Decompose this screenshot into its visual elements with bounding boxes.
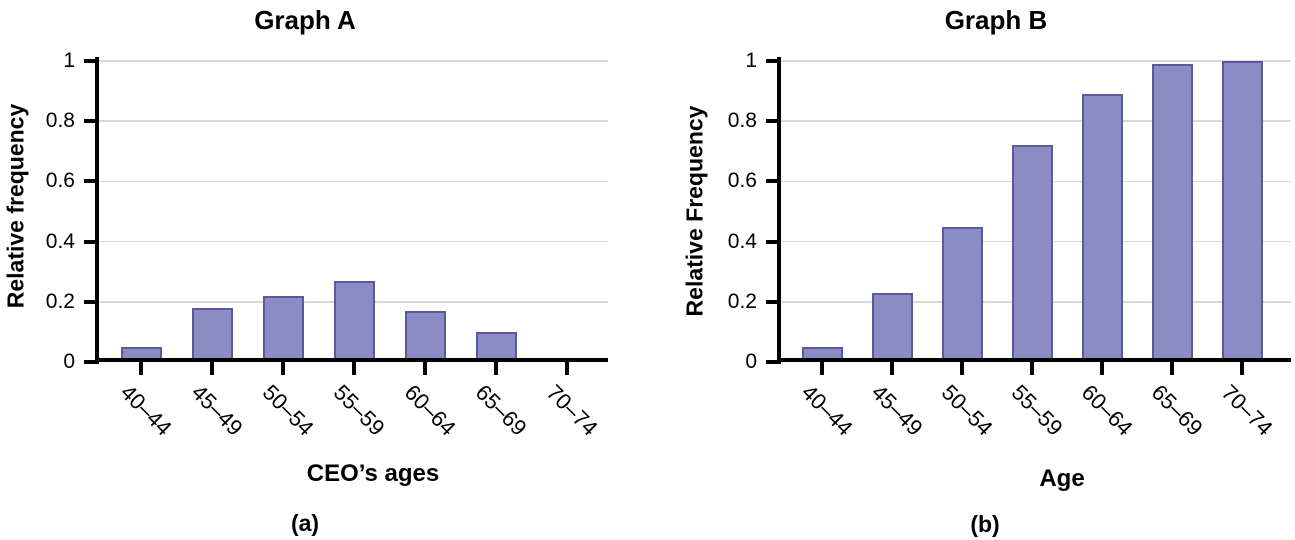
gridline [97, 60, 608, 62]
gridline [97, 120, 608, 122]
bar [262, 295, 304, 362]
y-tick [84, 179, 95, 184]
y-tick-label: 0.6 [727, 169, 757, 193]
y-tick-label: 0.6 [45, 169, 75, 193]
bar [871, 292, 913, 362]
bar [1221, 61, 1263, 362]
gridline [97, 180, 608, 183]
x-tick [494, 362, 498, 375]
y-tick-label: 0.2 [45, 289, 75, 313]
bar [941, 226, 983, 362]
x-tick [1030, 362, 1034, 375]
y-axis-line [95, 57, 99, 364]
x-tick-label: 45–49 [866, 379, 928, 441]
y-tick-label: 0.8 [45, 109, 75, 133]
y-tick [84, 59, 95, 63]
x-tick-label: 60–64 [1076, 379, 1138, 441]
x-tick [1100, 362, 1104, 375]
bar [404, 310, 446, 362]
bar [1151, 64, 1193, 362]
y-tick [84, 119, 95, 124]
x-tick-label: 40–44 [796, 379, 858, 441]
y-tick [84, 360, 95, 364]
bar [333, 280, 375, 362]
x-axis-line [777, 358, 1291, 362]
y-tick [84, 299, 95, 304]
bar [1011, 145, 1053, 362]
y-tick-label: 0 [745, 350, 757, 373]
gridline [779, 60, 1291, 62]
y-tick [766, 360, 777, 364]
y-tick-label: 0.4 [45, 229, 75, 253]
x-axis-title: CEO’s ages [306, 460, 440, 487]
x-tick [281, 362, 285, 375]
x-tick [139, 362, 143, 375]
x-axis-line [95, 358, 608, 362]
y-tick [766, 119, 777, 124]
y-tick-label: 1 [745, 49, 757, 72]
y-tick [84, 239, 95, 244]
panel-sublabel: (b) [970, 511, 1000, 537]
y-axis-title: Relative Frequency [681, 105, 708, 317]
x-tick [960, 362, 964, 375]
x-tick-label: 55–59 [1006, 379, 1068, 441]
y-tick-label: 0.4 [727, 229, 757, 253]
x-tick [565, 362, 569, 375]
x-axis-title: Age [1039, 465, 1085, 492]
x-tick-label: 70–74 [1216, 379, 1278, 441]
y-tick [766, 299, 777, 304]
x-tick [820, 362, 824, 375]
panel-sublabel: (a) [290, 510, 320, 536]
chart-title: Graph A [254, 5, 356, 35]
y-tick-label: 0 [63, 350, 75, 373]
y-tick [766, 179, 777, 184]
bar [191, 307, 233, 362]
x-tick-label: 65–69 [1146, 379, 1208, 441]
bar [475, 331, 517, 362]
x-tick [352, 362, 356, 375]
chart-title: Graph B [944, 5, 1048, 35]
gridline [97, 240, 608, 243]
y-tick [766, 239, 777, 244]
x-tick [890, 362, 894, 375]
x-tick [423, 362, 427, 375]
x-tick [1170, 362, 1174, 375]
gridline [779, 120, 1291, 122]
y-tick [766, 59, 777, 63]
y-axis-line [777, 57, 781, 364]
y-tick-label: 1 [63, 49, 75, 72]
bar [1081, 94, 1123, 362]
y-tick-label: 0.2 [727, 289, 757, 313]
x-tick [210, 362, 214, 375]
y-tick-label: 0.8 [727, 109, 757, 133]
x-tick-label: 50–54 [936, 379, 998, 441]
x-tick [1240, 362, 1244, 375]
